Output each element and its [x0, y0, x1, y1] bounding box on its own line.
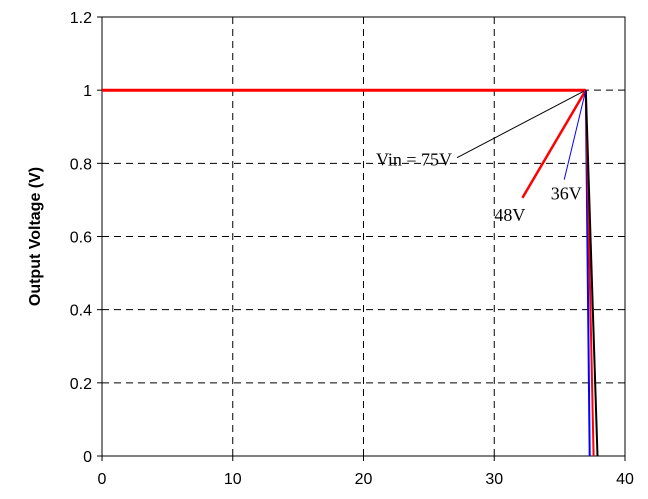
x-tick-labels: 0 10 20 30 40: [98, 471, 634, 488]
x-tick-label: 40: [616, 471, 634, 488]
gridlines: [97, 16, 626, 461]
annotation-leader: [521, 89, 587, 199]
annotations: Vin = 75V 48V 36V: [376, 89, 587, 225]
annotation-label: Vin = 75V: [376, 150, 452, 170]
annotation-leader: [456, 89, 587, 159]
x-tick-label: 20: [355, 471, 373, 488]
annotation-label: 36V: [551, 184, 582, 204]
y-axis-label: Output Voltage (V): [27, 167, 44, 306]
series-line: [584, 90, 599, 457]
y-tick-label: 0.8: [70, 156, 92, 173]
y-tick-label: 0.2: [70, 376, 92, 393]
x-tick-label: 30: [485, 471, 503, 488]
y-tick-label: 1: [83, 83, 92, 100]
series-lines: [102, 88, 599, 457]
x-tick-label: 10: [224, 471, 242, 488]
y-tick-label: 0: [83, 449, 92, 466]
y-tick-label: 1.2: [70, 10, 92, 27]
y-tick-label: 0.4: [70, 303, 92, 320]
y-tick-labels: 0 0.2 0.4 0.6 0.8 1 1.2: [70, 10, 92, 466]
annotation-leader: [563, 90, 587, 180]
annotation-label: 48V: [494, 205, 525, 225]
x-tick-label: 0: [98, 471, 107, 488]
plot-frame: [101, 16, 626, 457]
y-tick-label: 0.6: [70, 230, 92, 247]
